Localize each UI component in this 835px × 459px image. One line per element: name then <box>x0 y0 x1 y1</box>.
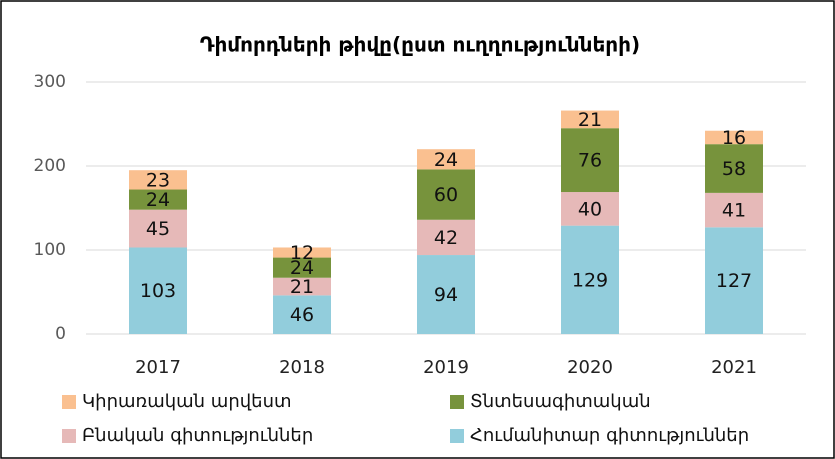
data-label: 23 <box>146 169 170 191</box>
bar-segment <box>417 169 475 220</box>
bar-segment <box>561 128 619 193</box>
y-tick-label: 0 <box>55 324 66 344</box>
data-label: 46 <box>290 304 314 326</box>
bar-segment <box>129 170 187 190</box>
data-label: 103 <box>140 280 176 302</box>
data-label: 24 <box>434 149 458 171</box>
data-label: 94 <box>434 284 458 306</box>
data-label: 21 <box>290 276 314 298</box>
y-tick-label: 100 <box>34 240 66 260</box>
data-label: 24 <box>290 257 314 279</box>
data-label: 16 <box>722 127 746 149</box>
bar-segment <box>705 130 763 145</box>
chart-title: Դիմորդների թիվը(ըստ ուղղությունների) <box>200 33 640 57</box>
legend-label: Բնական գիտություններ <box>82 425 313 446</box>
data-label: 21 <box>578 109 602 131</box>
bar-segment <box>273 295 331 334</box>
data-label: 41 <box>722 200 746 222</box>
bar-segment <box>417 149 475 170</box>
bar-segment <box>417 255 475 334</box>
legend-swatch <box>450 395 464 409</box>
data-label: 76 <box>578 150 602 172</box>
bar-segment <box>129 247 187 334</box>
data-label: 12 <box>290 242 314 264</box>
bar-segment <box>417 219 475 256</box>
x-tick-label: 2020 <box>567 357 613 378</box>
legend-label: Հումանիտար գիտություններ <box>470 425 749 446</box>
data-label: 58 <box>722 158 746 180</box>
bar-segment <box>273 277 331 296</box>
data-label: 127 <box>716 270 752 292</box>
bar-segment <box>273 247 331 258</box>
x-tick-label: 2021 <box>711 357 757 378</box>
bar-segment <box>705 192 763 228</box>
legend-label: Տնտեսագիտական <box>470 391 651 412</box>
bar-segment <box>705 227 763 334</box>
bar-segment <box>705 144 763 193</box>
legend-swatch <box>62 395 76 409</box>
bar-segment <box>273 257 331 278</box>
legend-swatch <box>62 429 76 443</box>
legend-label: Կիրառական արվեստ <box>82 391 292 412</box>
x-tick-label: 2017 <box>135 357 181 378</box>
data-label: 60 <box>434 184 458 206</box>
bar-segment <box>561 225 619 334</box>
bar-segment <box>561 192 619 226</box>
x-tick-label: 2018 <box>279 357 325 378</box>
data-label: 129 <box>572 269 608 291</box>
legend-swatch <box>450 429 464 443</box>
x-tick-label: 2019 <box>423 357 469 378</box>
bar-segment <box>129 189 187 210</box>
data-label: 40 <box>578 198 602 220</box>
data-label: 42 <box>434 227 458 249</box>
data-label: 45 <box>146 218 170 240</box>
y-tick-label: 300 <box>34 72 66 92</box>
bar-segment <box>561 110 619 129</box>
bar-segment <box>129 209 187 248</box>
y-tick-label: 200 <box>34 156 66 176</box>
data-label: 24 <box>146 189 170 211</box>
